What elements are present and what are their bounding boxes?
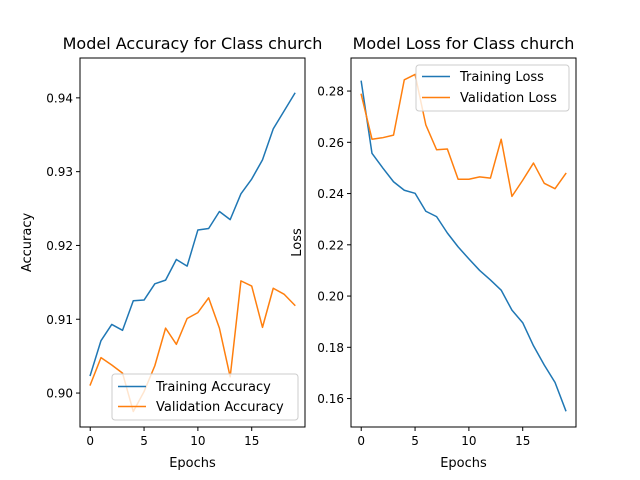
loss-chart-title: Model Loss for Class church [353,34,575,53]
loss-series-line-training-loss [360,80,567,412]
accuracy-legend-box [111,373,299,421]
loss-y-axis-label: Loss [290,228,305,257]
loss-x-tick-label: 15 [515,434,530,448]
loss-legend-label-training: Training Loss [459,70,544,85]
accuracy-y-tick-label: 0.93 [46,165,73,179]
accuracy-series-line-training-accuracy [89,92,296,377]
accuracy-x-tick-label: 10 [190,434,205,448]
accuracy-panel: Model Accuracy for Class church 0 5 10 15 0.… [20,34,322,471]
accuracy-x-tick-label: 0 [86,434,94,448]
loss-y-tick-label: 0.20 [317,290,344,304]
loss-y-tick-label: 0.28 [317,85,344,99]
loss-series-line-validation-loss [360,73,567,198]
loss-plot-frame [350,57,577,428]
accuracy-x-tick-label: 5 [140,434,148,448]
loss-y-tick-label: 0.26 [317,136,344,150]
accuracy-legend-label-validation: Validation Accuracy [156,400,284,415]
accuracy-y-axis-label: Accuracy [20,213,35,273]
loss-legend-box [415,64,570,112]
accuracy-x-tick-label: 15 [244,434,259,448]
loss-y-tick-label: 0.18 [317,341,344,355]
loss-y-tick-label: 0.16 [317,392,344,406]
accuracy-plot-frame [79,57,306,428]
accuracy-legend-label-training: Training Accuracy [155,380,271,395]
loss-panel: Model Loss for Class church 0 5 10 15 0.16 0.… [290,34,577,471]
accuracy-y-tick-label: 0.92 [46,239,73,253]
accuracy-y-tick-label: 0.91 [46,313,73,327]
loss-x-tick-label: 10 [461,434,476,448]
loss-legend: Training Loss Validation Loss [415,64,570,112]
loss-y-tick-label: 0.22 [317,238,344,252]
loss-legend-label-validation: Validation Loss [460,91,557,106]
loss-x-tick-label: 0 [357,434,365,448]
loss-x-axis-label: Epochs [440,456,487,471]
accuracy-y-tick-label: 0.90 [46,387,73,401]
accuracy-y-tick-label: 0.94 [46,91,73,105]
accuracy-legend: Training Accuracy Validation Accuracy [111,373,299,421]
loss-y-tick-label: 0.24 [317,187,344,201]
accuracy-x-axis-label: Epochs [169,456,216,471]
accuracy-chart-title: Model Accuracy for Class church [63,34,323,53]
loss-x-tick-label: 5 [411,434,419,448]
